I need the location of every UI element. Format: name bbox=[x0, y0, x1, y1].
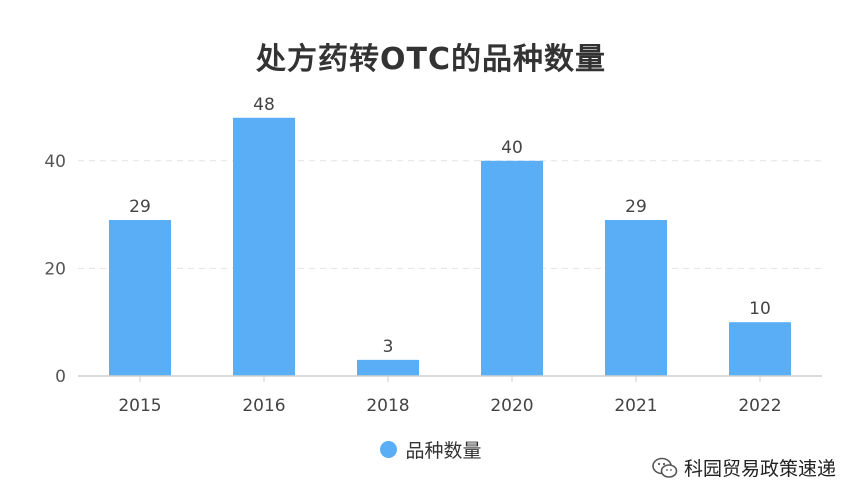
chart-title: 处方药转OTC的品种数量 bbox=[256, 42, 606, 77]
bar bbox=[109, 219, 171, 376]
bar bbox=[357, 359, 419, 376]
x-tick-label: 2021 bbox=[614, 396, 657, 416]
x-tick-label: 2015 bbox=[118, 396, 161, 416]
legend-marker bbox=[380, 441, 398, 458]
bar bbox=[481, 160, 543, 376]
watermark-text: 科园贸易政策速递 bbox=[683, 458, 836, 480]
data-label: 3 bbox=[383, 337, 394, 357]
y-tick-label: 20 bbox=[44, 259, 66, 279]
data-label: 29 bbox=[129, 197, 151, 217]
data-label: 48 bbox=[253, 95, 275, 115]
legend-label: 品种数量 bbox=[405, 440, 482, 462]
y-tick-label: 0 bbox=[55, 367, 66, 387]
x-tick-label: 2022 bbox=[738, 396, 781, 416]
data-label: 29 bbox=[625, 197, 647, 217]
bar bbox=[729, 322, 791, 376]
wechat-icon bbox=[652, 457, 678, 478]
x-tick-label: 2020 bbox=[490, 396, 533, 416]
legend[interactable]: 品种数量 bbox=[0, 436, 862, 463]
data-label: 40 bbox=[501, 138, 523, 158]
watermark: 科园贸易政策速递 bbox=[652, 454, 836, 481]
bar bbox=[605, 219, 667, 376]
y-tick-label: 40 bbox=[44, 152, 66, 172]
x-tick-label: 2018 bbox=[366, 396, 409, 416]
data-label: 10 bbox=[749, 299, 771, 319]
x-tick-label: 2016 bbox=[242, 396, 285, 416]
bar bbox=[233, 117, 295, 376]
